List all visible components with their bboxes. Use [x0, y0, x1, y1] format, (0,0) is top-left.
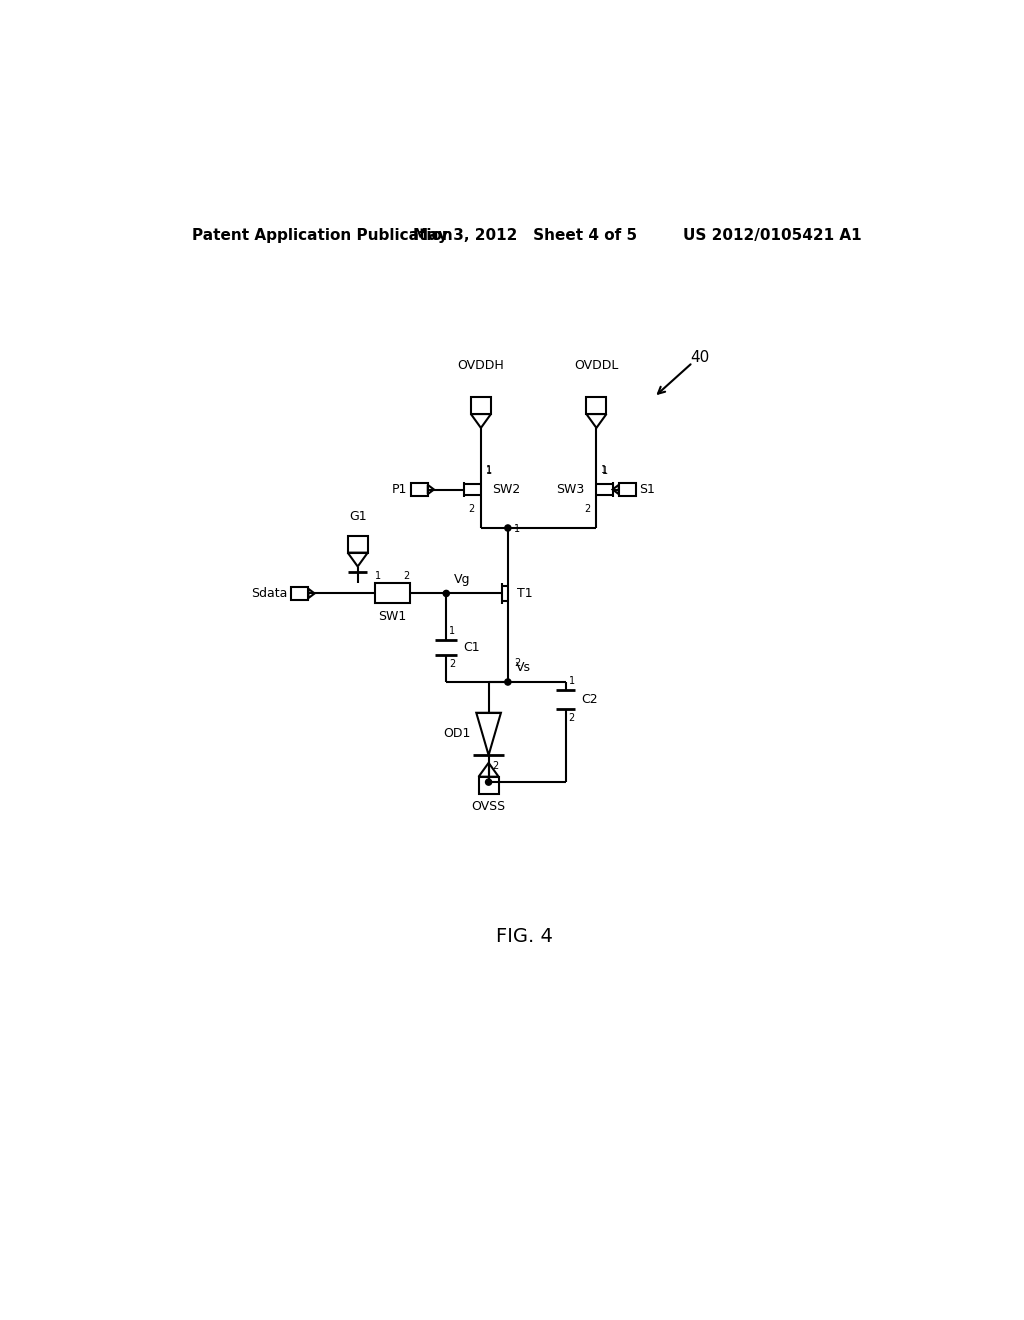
Text: G1: G1 — [349, 510, 367, 523]
Text: Patent Application Publication: Patent Application Publication — [193, 228, 453, 243]
Text: 1: 1 — [602, 466, 608, 475]
Text: 1: 1 — [376, 572, 382, 581]
Text: 2: 2 — [450, 659, 456, 669]
Text: SW2: SW2 — [493, 483, 521, 496]
Circle shape — [505, 525, 511, 531]
Text: 1: 1 — [486, 466, 493, 475]
Text: FIG. 4: FIG. 4 — [497, 927, 553, 945]
Text: 1: 1 — [485, 465, 492, 475]
Text: 1: 1 — [601, 465, 607, 475]
Bar — [348, 536, 368, 553]
Text: May 3, 2012   Sheet 4 of 5: May 3, 2012 Sheet 4 of 5 — [413, 228, 637, 243]
Text: Sdata: Sdata — [251, 587, 288, 601]
Bar — [471, 397, 490, 414]
Bar — [375, 583, 410, 603]
Text: SW3: SW3 — [557, 483, 585, 496]
Text: 2: 2 — [514, 659, 520, 668]
Bar — [478, 776, 499, 793]
Text: P1: P1 — [391, 483, 407, 496]
Circle shape — [443, 590, 450, 597]
Circle shape — [485, 779, 492, 785]
Text: 1: 1 — [514, 524, 520, 535]
Text: 2: 2 — [493, 762, 499, 771]
Text: US 2012/0105421 A1: US 2012/0105421 A1 — [683, 228, 862, 243]
Text: 2: 2 — [584, 504, 590, 513]
Text: 2: 2 — [403, 572, 410, 581]
Text: C1: C1 — [463, 640, 480, 653]
Text: OVSS: OVSS — [471, 800, 506, 813]
Text: 2: 2 — [469, 504, 475, 513]
Text: SW1: SW1 — [378, 610, 407, 623]
Text: 40: 40 — [691, 350, 710, 364]
Text: T1: T1 — [517, 587, 532, 601]
Text: OD1: OD1 — [442, 727, 470, 741]
Text: 1: 1 — [568, 676, 574, 686]
Text: Vs: Vs — [515, 661, 530, 675]
Text: OVDDH: OVDDH — [458, 359, 504, 372]
Text: Vg: Vg — [454, 573, 470, 586]
Text: C2: C2 — [581, 693, 598, 706]
Text: 1: 1 — [450, 626, 456, 636]
Text: S1: S1 — [640, 483, 655, 496]
Text: OVDDL: OVDDL — [574, 359, 618, 372]
Text: 2: 2 — [568, 713, 574, 723]
Circle shape — [505, 678, 511, 685]
Bar — [587, 397, 606, 414]
